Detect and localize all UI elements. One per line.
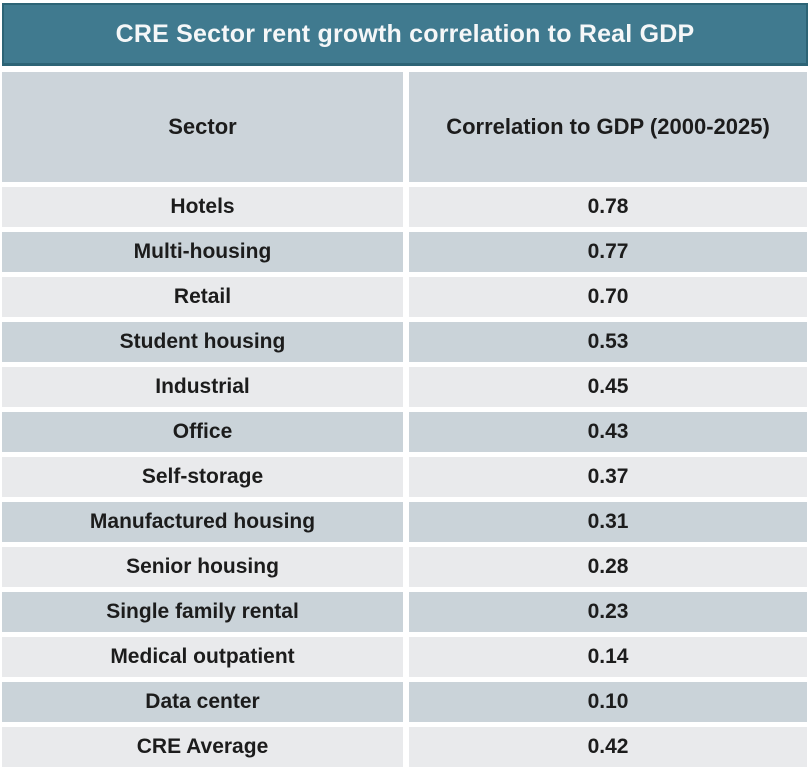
table-cell-sector: Self-storage — [2, 457, 403, 497]
table-cell-sector: Multi-housing — [2, 232, 403, 272]
table-cell-value: 0.10 — [409, 682, 807, 722]
figure-title: CRE Sector rent growth correlation to Re… — [115, 19, 695, 48]
table-cell-sector: CRE Average — [2, 727, 403, 767]
table-cell-sector: Data center — [2, 682, 403, 722]
table-cell-sector: Single family rental — [2, 592, 403, 632]
table-cell-sector: Student housing — [2, 322, 403, 362]
table-cell-value: 0.43 — [409, 412, 807, 452]
table-cell-value: 0.77 — [409, 232, 807, 272]
table-cell-sector: Senior housing — [2, 547, 403, 587]
column-header-sector: Sector — [2, 72, 403, 182]
table-cell-sector: Manufactured housing — [2, 502, 403, 542]
table-cell-value: 0.28 — [409, 547, 807, 587]
column-header-correlation: Correlation to GDP (2000-2025) — [409, 72, 807, 182]
table-cell-sector: Office — [2, 412, 403, 452]
table-cell-value: 0.45 — [409, 367, 807, 407]
table-cell-value: 0.14 — [409, 637, 807, 677]
table-cell-value: 0.31 — [409, 502, 807, 542]
table-cell-value: 0.53 — [409, 322, 807, 362]
table-cell-value: 0.70 — [409, 277, 807, 317]
table-cell-sector: Retail — [2, 277, 403, 317]
table-cell-value: 0.42 — [409, 727, 807, 767]
title-bar: CRE Sector rent growth correlation to Re… — [2, 3, 808, 66]
table-cell-sector: Hotels — [2, 187, 403, 227]
table-cell-value: 0.78 — [409, 187, 807, 227]
correlation-table: Sector Correlation to GDP (2000-2025) Ho… — [2, 72, 807, 767]
table-cell-value: 0.23 — [409, 592, 807, 632]
table-cell-sector: Medical outpatient — [2, 637, 403, 677]
table-cell-sector: Industrial — [2, 367, 403, 407]
table-cell-value: 0.37 — [409, 457, 807, 497]
